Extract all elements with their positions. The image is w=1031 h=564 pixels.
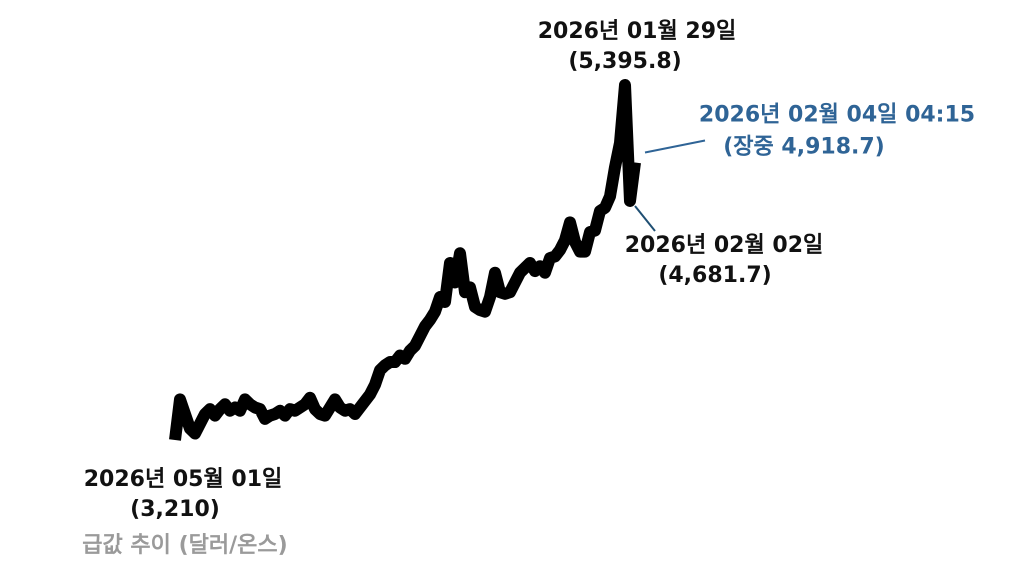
leader-line (644, 139, 706, 154)
chart-title: 급값 추이 (달러/온스) (82, 533, 287, 558)
value-label: (5,395.8) (568, 49, 681, 74)
price-line (169, 79, 641, 441)
date-label: 2026년 02월 04일 04:15 (699, 102, 975, 127)
date-label: 2026년 01월 29일 (538, 19, 737, 44)
leader-line (634, 205, 656, 232)
date-label: 2026년 05월 01일 (84, 467, 283, 492)
value-label: (3,210) (130, 497, 220, 522)
date-label: 2026년 02월 02일 (625, 233, 824, 258)
value-label: (4,681.7) (658, 263, 771, 288)
value-label: (장중 4,918.7) (723, 134, 885, 159)
